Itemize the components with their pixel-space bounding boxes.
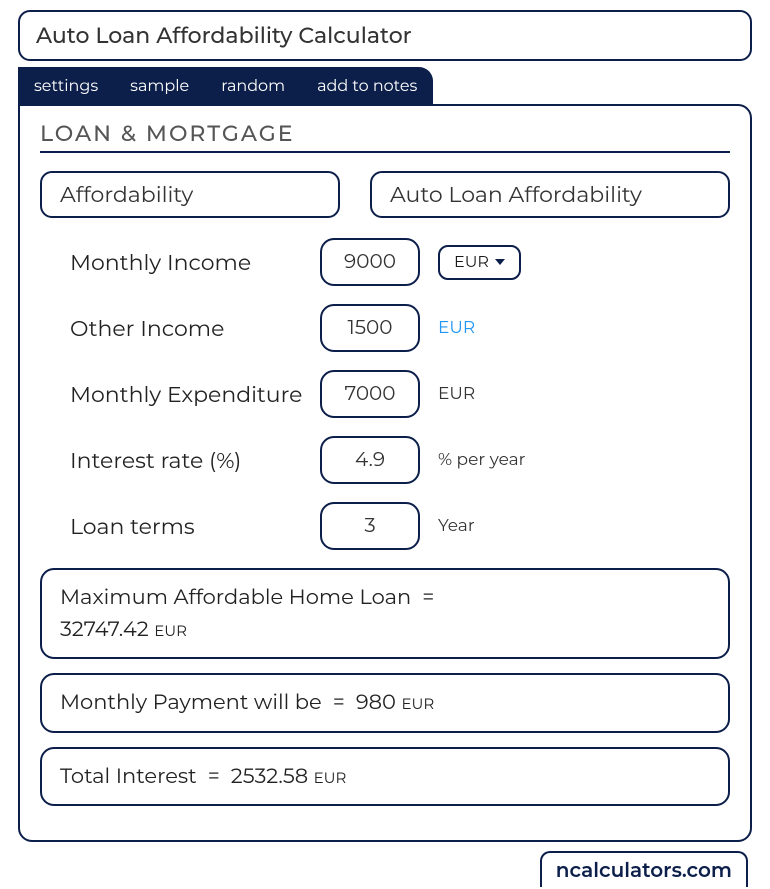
unit-loan-terms: Year: [438, 516, 475, 536]
tabs-bar: settings sample random add to notes: [18, 67, 433, 106]
tab-sample[interactable]: sample: [114, 67, 205, 106]
section-title: LOAN & MORTGAGE: [40, 120, 730, 153]
tab-add-to-notes[interactable]: add to notes: [301, 67, 433, 106]
category-affordability[interactable]: Affordability: [40, 171, 340, 218]
result-total-interest-value: 2532.58: [231, 764, 308, 789]
result-max-loan-value: 32747.42: [60, 617, 149, 642]
input-loan-terms[interactable]: 3: [320, 502, 420, 550]
watermark: ncalculators.com: [540, 851, 748, 887]
tab-settings[interactable]: settings: [18, 67, 114, 106]
label-monthly-income: Monthly Income: [70, 249, 320, 276]
result-monthly-payment-label: Monthly Payment will be: [60, 690, 322, 715]
label-loan-terms: Loan terms: [70, 513, 320, 540]
row-monthly-expenditure: Monthly Expenditure 7000 EUR: [70, 370, 730, 418]
result-max-loan-label: Maximum Affordable Home Loan: [60, 585, 411, 610]
chevron-down-icon: [495, 259, 505, 265]
result-max-loan: Maximum Affordable Home Loan = 32747.42 …: [40, 568, 730, 659]
result-max-loan-unit: EUR: [154, 621, 187, 640]
result-monthly-payment-value: 980: [356, 690, 396, 715]
unit-other-income[interactable]: EUR: [438, 318, 475, 338]
label-other-income: Other Income: [70, 315, 320, 342]
label-interest-rate: Interest rate (%): [70, 447, 320, 474]
unit-interest-rate: % per year: [438, 450, 525, 470]
row-interest-rate: Interest rate (%) 4.9 % per year: [70, 436, 730, 484]
currency-label: EUR: [454, 253, 489, 272]
input-interest-rate[interactable]: 4.9: [320, 436, 420, 484]
row-monthly-income: Monthly Income 9000 EUR: [70, 238, 730, 286]
result-monthly-payment: Monthly Payment will be = 980 EUR: [40, 673, 730, 733]
input-monthly-expenditure[interactable]: 7000: [320, 370, 420, 418]
page-title: Auto Loan Affordability Calculator: [18, 10, 752, 61]
calculator-panel: LOAN & MORTGAGE Affordability Auto Loan …: [18, 104, 752, 842]
result-total-interest-label: Total Interest: [60, 764, 197, 789]
unit-monthly-expenditure: EUR: [438, 384, 475, 404]
input-other-income[interactable]: 1500: [320, 304, 420, 352]
result-monthly-payment-unit: EUR: [401, 694, 434, 713]
tab-random[interactable]: random: [205, 67, 301, 106]
input-monthly-income[interactable]: 9000: [320, 238, 420, 286]
category-auto-loan-affordability[interactable]: Auto Loan Affordability: [370, 171, 730, 218]
label-monthly-expenditure: Monthly Expenditure: [70, 381, 320, 408]
result-total-interest: Total Interest = 2532.58 EUR: [40, 747, 730, 807]
result-total-interest-unit: EUR: [314, 768, 347, 787]
row-other-income: Other Income 1500 EUR: [70, 304, 730, 352]
row-loan-terms: Loan terms 3 Year: [70, 502, 730, 550]
currency-select[interactable]: EUR: [438, 245, 521, 280]
